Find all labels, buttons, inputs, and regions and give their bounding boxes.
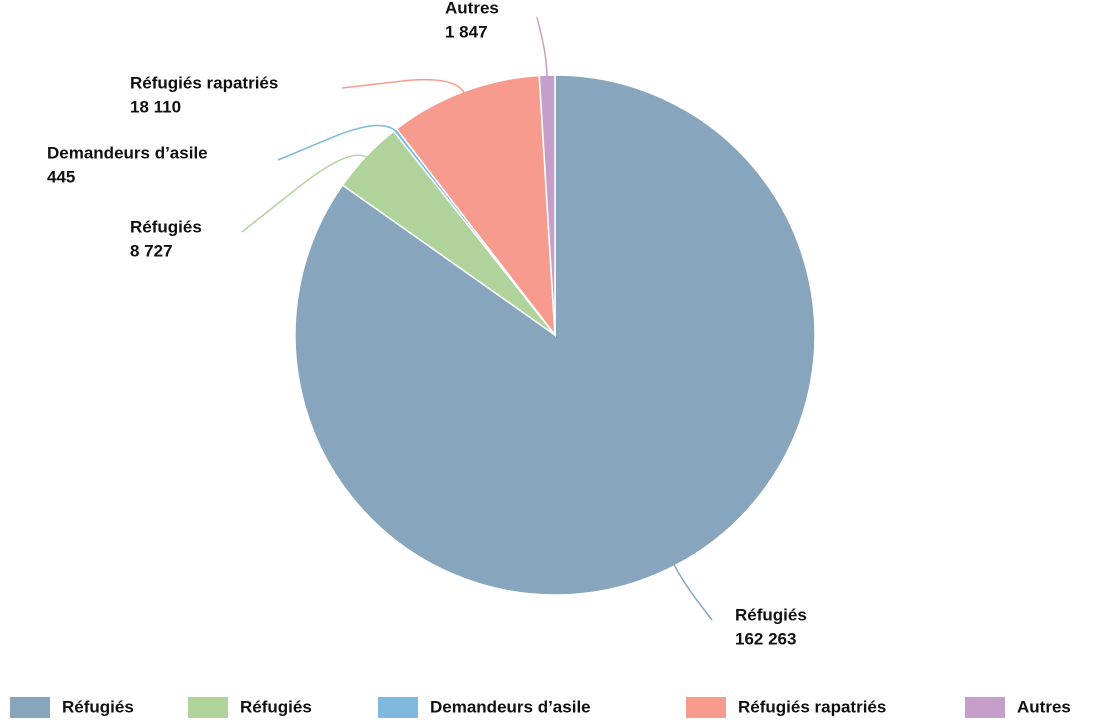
- legend-swatch: [378, 697, 418, 718]
- slice-label-value: 8 727: [130, 241, 173, 260]
- slice-label-name: Réfugiés rapatriés: [130, 73, 278, 92]
- leader-line: [241, 154, 370, 233]
- legend-swatch: [10, 697, 50, 718]
- slice-label-name: Réfugiés: [735, 605, 807, 624]
- slice-label-name: Demandeurs d’asile: [47, 143, 208, 162]
- legend-label: Demandeurs d’asile: [430, 697, 591, 716]
- legend-label: Réfugiés: [240, 697, 312, 716]
- slice-label-value: 18 110: [130, 97, 181, 116]
- legend-label: Autres: [1017, 697, 1071, 716]
- legend-swatch: [188, 697, 228, 718]
- leader-line: [277, 124, 399, 161]
- slice-label-value: 445: [47, 167, 75, 186]
- legend-swatch: [965, 697, 1005, 718]
- leader-line: [672, 561, 713, 621]
- slice-label-value: 162 263: [735, 629, 796, 648]
- legend-swatch: [686, 697, 726, 718]
- slice-label-name: Autres: [445, 0, 499, 17]
- slice-label-value: 1 847: [445, 22, 488, 41]
- legend-label: Réfugiés: [62, 697, 134, 716]
- legend-label: Réfugiés rapatriés: [738, 697, 886, 716]
- leader-line: [341, 78, 467, 96]
- slice-label-name: Réfugiés: [130, 217, 202, 236]
- leader-line: [536, 16, 548, 80]
